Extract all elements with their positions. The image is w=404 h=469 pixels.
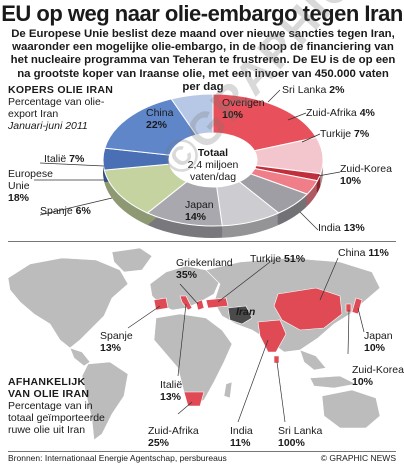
slice-label-india: India 13% [318, 222, 365, 234]
map-label-japan: Japan10% [364, 330, 393, 354]
dependence-desc: Percentage van in totaal geïmporteerde r… [8, 400, 118, 436]
map-zuidafrika-value: 25% [148, 437, 169, 449]
slice-label-china: China22% [146, 107, 173, 131]
map-country-turkije [206, 298, 228, 308]
slice-spanje-name: Spanje [40, 205, 73, 217]
map-label-italie: Italië13% [160, 379, 182, 403]
map-griekenland-name: Griekenland [176, 257, 233, 269]
slice-eu-value: 18% [8, 192, 29, 204]
map-label-srilanka: Sri Lanka100% [278, 425, 322, 449]
map-iran-label: Iran [236, 306, 255, 318]
map-madagascar [224, 382, 232, 398]
map-italie-name: Italië [160, 379, 182, 391]
donut-total-value: 2,4 miljoen vaten/dag [178, 159, 248, 183]
map-japan-value: 10% [364, 342, 385, 354]
donut-leader-0 [268, 90, 280, 102]
slice-zuidafrika-name: Zuid-Afrika [306, 107, 357, 119]
slice-japan-value: 14% [185, 211, 206, 223]
slice-label-zuidafrika: Zuid-Afrika 4% [306, 107, 375, 119]
map-country-korea [346, 304, 351, 312]
slice-label-italie: Italië 7% [44, 153, 84, 165]
map-srilanka-value: 100% [278, 437, 305, 449]
page-title: EU op weg naar olie-embargo tegen Iran [0, 2, 404, 26]
map-country-srilanka [274, 356, 279, 363]
map-label-griekenland: Griekenland35% [176, 257, 233, 281]
slice-china-value: 22% [146, 119, 167, 131]
slice-label-overigen: Overigen10% [222, 97, 265, 121]
map-central-america [70, 348, 90, 366]
footer-divider [8, 451, 396, 452]
map-india-value: 11% [230, 437, 250, 449]
map-country-spanje [154, 298, 168, 310]
map-australia [322, 390, 380, 428]
slice-korea-value: 10% [340, 175, 361, 187]
map-country-griekenland [196, 300, 204, 310]
donut-center: Totaal 2,4 miljoen vaten/dag [178, 147, 248, 183]
map-japan-name: Japan [364, 330, 393, 342]
slice-spanje-value: 6% [76, 205, 91, 217]
map-greenland [112, 248, 152, 272]
slice-india-name: India [318, 222, 341, 234]
slice-italie-name: Italië [44, 153, 66, 165]
slice-overigen-value: 10% [222, 109, 243, 121]
slice-india-value: 13% [344, 222, 365, 234]
map-label-india: India11% [230, 425, 253, 449]
map-india-name: India [230, 425, 253, 437]
footer-sources: Bronnen: Internationaal Energie Agentsch… [8, 453, 227, 463]
map-turkije-name: Turkije [250, 253, 281, 265]
slice-overigen-name: Overigen [222, 97, 265, 109]
donut-leader-4 [300, 212, 318, 230]
slice-label-eu: Europese Unie18% [8, 168, 68, 204]
slice-label-korea: Zuid-Korea10% [340, 163, 392, 187]
map-label-korea: Zuid-Korea10% [352, 364, 404, 388]
map-spanje-value: 13% [100, 342, 121, 354]
map-country-zuidafrika [184, 392, 204, 406]
slice-eu-name: Europese Unie [8, 168, 53, 192]
map-korea-value: 10% [352, 376, 373, 388]
map-southeast-asia [300, 350, 326, 370]
map-spanje-name: Spanje [100, 330, 133, 342]
map-griekenland-value: 35% [176, 269, 197, 281]
leader-srilanka [277, 362, 285, 422]
map-label-spanje: Spanje13% [100, 330, 133, 354]
slice-label-turkije: Turkije 7% [320, 128, 369, 140]
map-korea-name: Zuid-Korea [352, 364, 404, 376]
slice-srilanka-value: 2% [329, 84, 344, 96]
map-srilanka-name: Sri Lanka [278, 425, 322, 437]
leader-zuidafrika [178, 402, 192, 414]
map-china-name: China [338, 247, 365, 259]
map-label-turkije: Turkije 51% [250, 253, 305, 265]
slice-srilanka-name: Sri Lanka [282, 84, 326, 96]
slice-zuidafrika-value: 4% [360, 107, 375, 119]
map-turkije-value: 51% [284, 253, 305, 265]
slice-china-name: China [146, 107, 173, 119]
footer-credit: © GRAPHIC NEWS [321, 453, 396, 463]
dependence-heading-2: VAN OLIE IRAN [8, 388, 118, 400]
leader-japan [358, 308, 364, 332]
map-china-value: 11% [368, 247, 388, 259]
slice-label-spanje: Spanje 6% [40, 205, 91, 217]
slice-japan-name: Japan [185, 199, 214, 211]
leader-india [238, 340, 268, 422]
slice-label-srilanka: Sri Lanka 2% [282, 84, 344, 96]
slice-italie-value: 7% [69, 153, 84, 165]
slice-turkije-value: 7% [354, 128, 369, 140]
dependence-heading-1: AFHANKELIJK [8, 376, 118, 388]
map-italie-value: 13% [160, 391, 181, 403]
donut-total-label: Totaal [178, 147, 248, 159]
map-indonesia [310, 376, 356, 388]
slice-turkije-name: Turkije [320, 128, 351, 140]
section-divider [8, 241, 396, 242]
map-zuidafrika-name: Zuid-Afrika [148, 425, 199, 437]
map-label-china: China 11% [338, 247, 389, 259]
slice-korea-name: Zuid-Korea [340, 163, 392, 175]
leader-korea [348, 310, 349, 354]
dependence-legend: AFHANKELIJK VAN OLIE IRAN Percentage van… [8, 376, 118, 436]
slice-label-japan: Japan14% [185, 199, 214, 223]
map-label-zuidafrika: Zuid-Afrika25% [148, 425, 199, 449]
